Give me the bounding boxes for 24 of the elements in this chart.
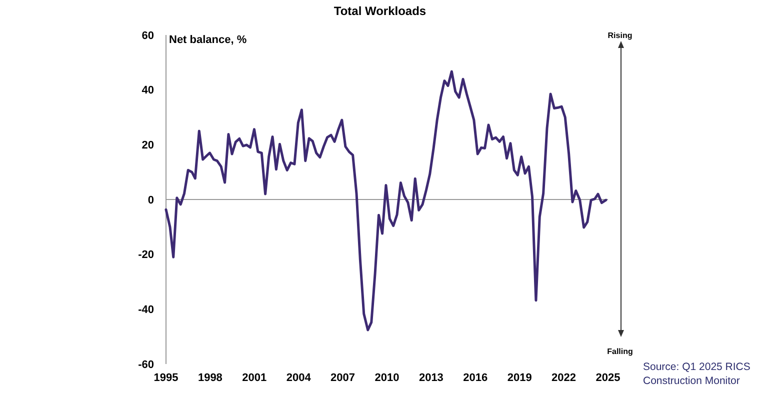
y-tick-label: -40 xyxy=(138,304,154,316)
annotation: Falling xyxy=(607,347,633,356)
x-tick-label: 2007 xyxy=(330,372,356,384)
line-series xyxy=(164,70,608,332)
source-note: Source: Q1 2025 RICS Construction Monitor xyxy=(643,361,750,387)
x-tick-label: 2016 xyxy=(463,372,488,384)
x-tick-label: 2022 xyxy=(552,372,576,384)
chart-title: Total Workloads xyxy=(334,4,426,18)
y-axis-title: Net balance, % xyxy=(169,34,247,46)
x-tick-label: 2025 xyxy=(596,372,620,384)
y-tick-label: 60 xyxy=(142,30,154,42)
y-tick-label: -60 xyxy=(138,358,154,371)
x-tick-label: 1998 xyxy=(198,372,222,384)
x-tick-label: 2010 xyxy=(374,372,400,384)
y-tick-label: 0 xyxy=(148,194,154,206)
x-tick-label: 2013 xyxy=(418,372,444,384)
annotation: Rising xyxy=(608,31,632,40)
x-tick-label: 2004 xyxy=(286,372,312,384)
y-tick-label: 20 xyxy=(142,140,154,152)
x-tick-label: 2019 xyxy=(507,372,532,384)
y-tick-label: 40 xyxy=(142,84,154,97)
y-tick-label: -20 xyxy=(138,249,154,262)
x-tick-label: 2001 xyxy=(242,372,267,384)
x-tick-label: 1995 xyxy=(154,372,178,384)
